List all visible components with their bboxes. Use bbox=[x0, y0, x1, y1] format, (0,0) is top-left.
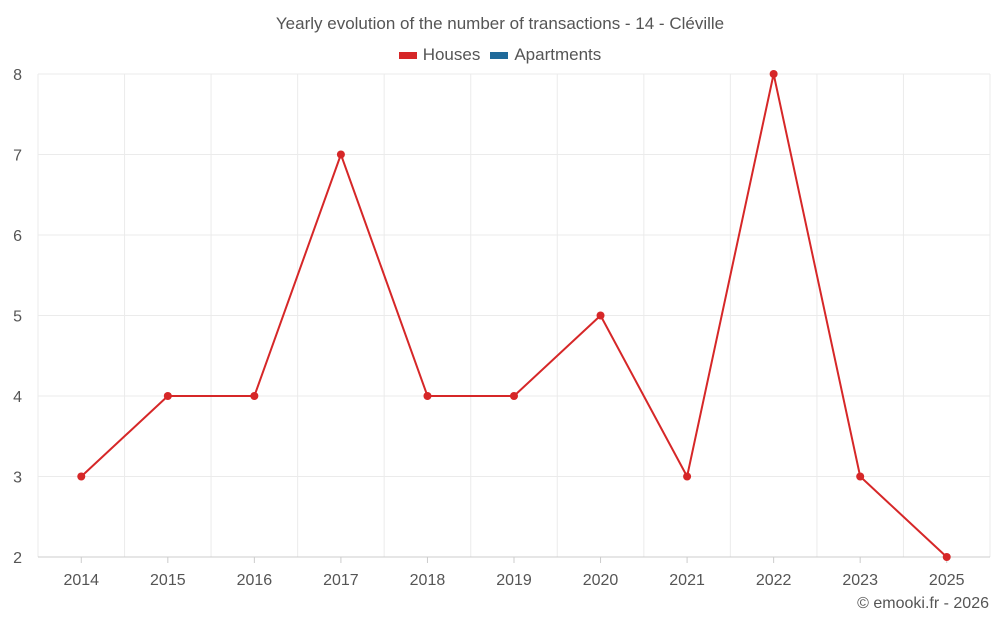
legend-swatch-houses bbox=[398, 51, 417, 59]
x-tick-label: 2022 bbox=[756, 572, 792, 589]
legend: Houses Apartments bbox=[0, 45, 1000, 65]
data-point bbox=[683, 472, 692, 481]
x-tick-label: 2020 bbox=[583, 572, 619, 589]
x-tick-label: 2014 bbox=[63, 572, 99, 589]
chart-title: Yearly evolution of the number of transa… bbox=[275, 14, 725, 33]
y-tick-label: 5 bbox=[13, 309, 22, 326]
copyright-text: © emooki.fr - 2026 bbox=[857, 595, 989, 612]
y-tick-label: 2 bbox=[13, 550, 22, 567]
data-point bbox=[596, 311, 605, 320]
y-tick-label: 8 bbox=[13, 67, 22, 84]
data-point bbox=[856, 472, 865, 481]
data-point bbox=[77, 472, 86, 481]
data-point bbox=[336, 150, 345, 159]
legend-item-apartments[interactable]: Apartments bbox=[490, 45, 601, 65]
data-point bbox=[942, 553, 951, 561]
x-tick-label: 2017 bbox=[323, 572, 359, 589]
data-point bbox=[423, 392, 432, 400]
legend-item-houses[interactable]: Houses bbox=[398, 45, 481, 65]
x-tick-label: 2025 bbox=[929, 572, 965, 589]
legend-label-houses: Houses bbox=[422, 45, 481, 64]
data-point bbox=[163, 392, 172, 400]
x-tick-label: 2016 bbox=[237, 572, 273, 589]
legend-swatch-apartments bbox=[490, 51, 509, 59]
y-tick-label: 6 bbox=[13, 228, 22, 245]
y-tick-label: 4 bbox=[13, 389, 22, 406]
x-tick-label: 2018 bbox=[410, 572, 446, 589]
legend-label-apartments: Apartments bbox=[514, 45, 602, 64]
data-point bbox=[250, 392, 259, 400]
y-tick-label: 3 bbox=[13, 470, 22, 487]
data-point bbox=[769, 70, 778, 78]
data-point bbox=[510, 392, 518, 400]
x-tick-label: 2021 bbox=[669, 572, 705, 589]
x-tick-label: 2015 bbox=[150, 572, 186, 589]
y-tick-label: 7 bbox=[13, 148, 22, 165]
x-tick-label: 2023 bbox=[842, 572, 878, 589]
x-tick-label: 2019 bbox=[496, 572, 532, 589]
